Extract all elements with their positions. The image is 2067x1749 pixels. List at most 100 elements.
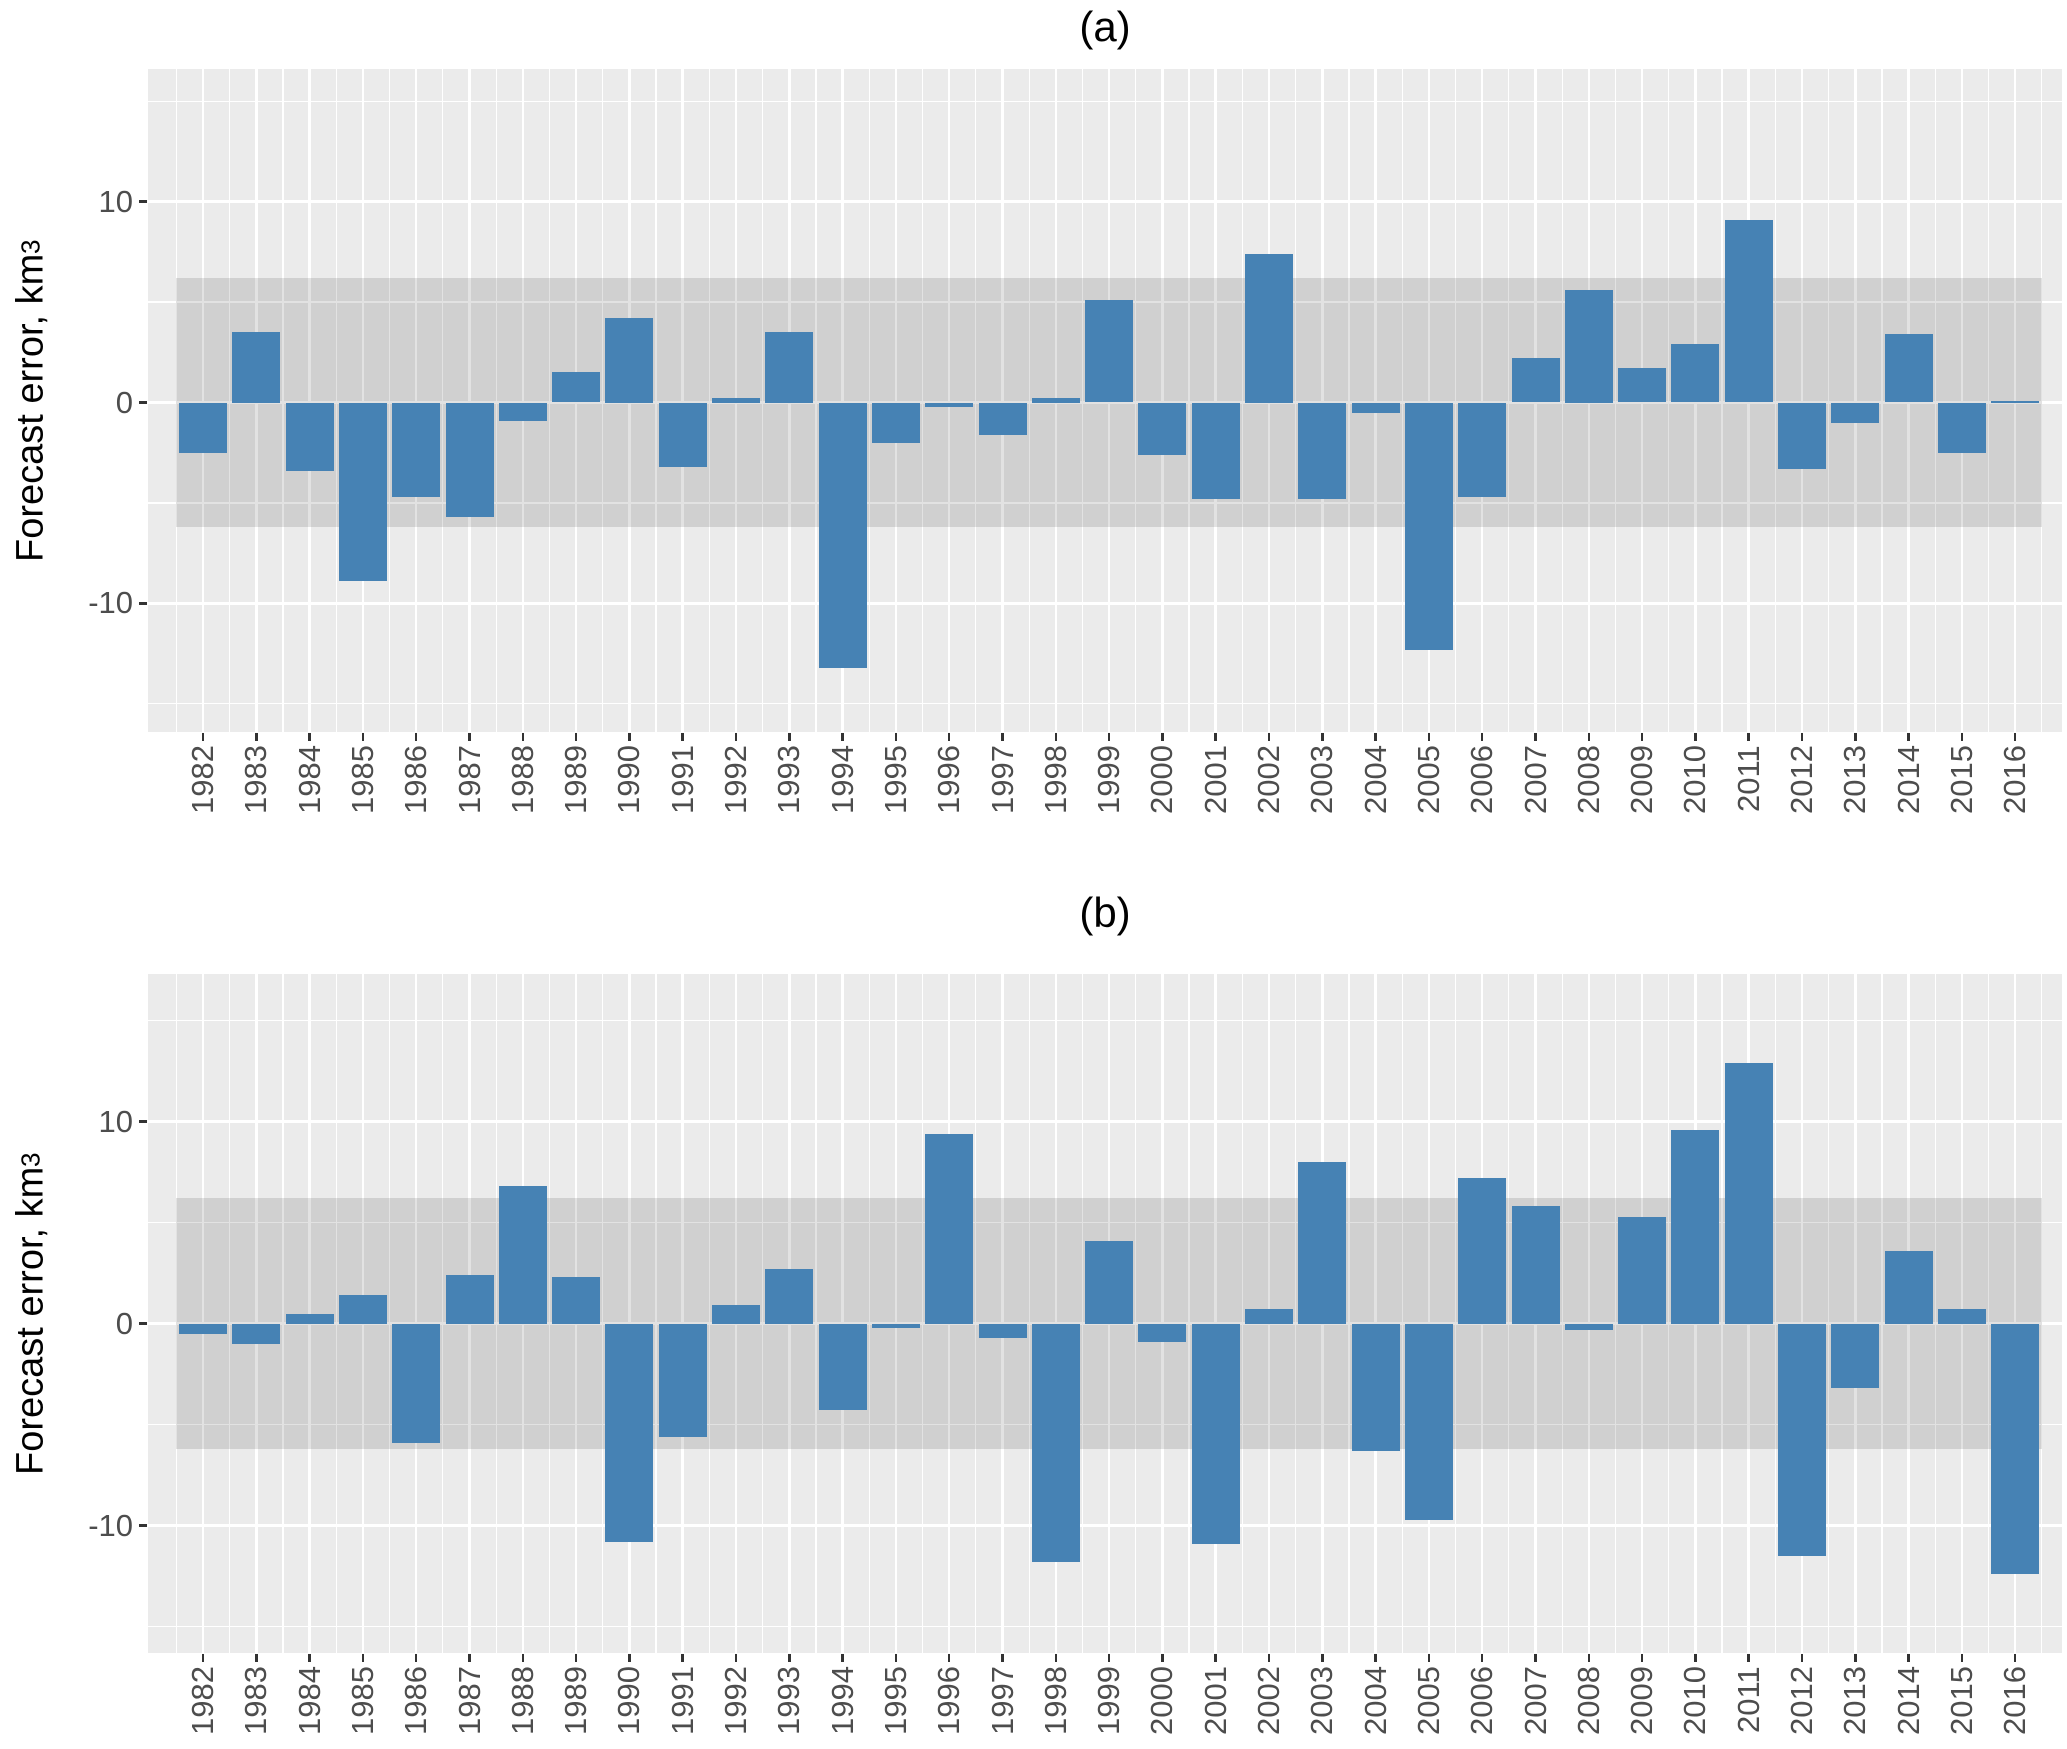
minor-v-gridline <box>388 974 391 1653</box>
bar-1987 <box>445 402 494 518</box>
minor-h-gridline <box>148 1221 2062 1224</box>
bar-1996 <box>925 1133 974 1324</box>
minor-v-gridline <box>868 69 870 732</box>
x-tick-mark <box>414 733 418 741</box>
bar-1997 <box>978 1323 1027 1338</box>
bar-1986 <box>392 402 441 497</box>
minor-v-gridline <box>1721 974 1723 1653</box>
x-tick-label: 1986 <box>398 745 434 814</box>
x-tick-mark <box>1694 1654 1697 1662</box>
x-tick-mark <box>894 1654 898 1662</box>
minor-v-gridline <box>708 974 710 1653</box>
x-tick-label: 2009 <box>1624 1666 1660 1735</box>
x-tick-label: 1983 <box>238 745 274 814</box>
bar-1993 <box>765 1269 814 1324</box>
x-tick-mark <box>308 1654 311 1662</box>
x-tick-label: 1996 <box>931 745 967 814</box>
bar-2006 <box>1458 1178 1507 1324</box>
x-tick-label: 2014 <box>1890 1666 1926 1735</box>
y-axis-title-superscript: 3 <box>15 1152 46 1167</box>
minor-v-gridline <box>282 974 284 1653</box>
major-h-gridline <box>148 1524 2062 1527</box>
minor-v-gridline <box>815 974 817 1653</box>
x-tick-mark <box>201 1654 205 1662</box>
x-tick-mark <box>1694 733 1697 741</box>
x-tick-label: 1986 <box>398 1666 434 1735</box>
major-v-gridline <box>841 974 844 1653</box>
x-tick-mark <box>1640 1654 1644 1662</box>
x-tick-label: 1999 <box>1091 1666 1127 1735</box>
minor-v-gridline <box>2041 974 2043 1653</box>
y-tick-mark <box>139 200 147 203</box>
bar-2013 <box>1831 1323 1880 1389</box>
minor-v-gridline <box>442 69 444 732</box>
bar-1998 <box>1031 398 1080 403</box>
x-tick-mark <box>1054 733 1058 741</box>
x-tick-mark <box>1587 733 1591 741</box>
bar-2004 <box>1351 402 1400 413</box>
minor-h-gridline <box>148 1019 2062 1022</box>
x-tick-label: 2002 <box>1251 745 1286 814</box>
x-tick-mark <box>1907 733 1910 741</box>
x-tick-mark <box>1374 733 1377 741</box>
x-tick-mark <box>468 1654 471 1662</box>
minor-v-gridline <box>1348 974 1350 1653</box>
minor-v-gridline <box>1614 69 1617 732</box>
y-tick-mark <box>139 602 147 605</box>
major-v-gridline <box>681 69 684 732</box>
major-v-gridline <box>1321 69 1324 732</box>
bar-2003 <box>1298 402 1347 499</box>
x-tick-label: 2009 <box>1624 745 1660 814</box>
x-tick-mark <box>1800 733 1804 741</box>
x-tick-label: 2004 <box>1357 1666 1393 1735</box>
x-tick-label: 1988 <box>504 1666 540 1735</box>
bar-1992 <box>712 1305 760 1324</box>
x-tick-label: 2006 <box>1464 1666 1500 1735</box>
x-tick-mark <box>628 1654 631 1662</box>
bar-2003 <box>1298 1161 1347 1324</box>
major-v-gridline <box>1800 69 1804 732</box>
major-h-gridline <box>148 401 2062 404</box>
y-tick-label: 0 <box>115 384 133 420</box>
major-v-gridline <box>947 69 951 732</box>
minor-v-gridline <box>175 974 177 1653</box>
minor-v-gridline <box>388 69 391 732</box>
minor-v-gridline <box>1881 69 1883 732</box>
minor-v-gridline <box>1721 69 1723 732</box>
x-tick-mark <box>1267 733 1271 741</box>
bar-2001 <box>1191 402 1240 499</box>
y-tick-mark <box>139 1524 147 1527</box>
x-tick-mark <box>1534 733 1537 741</box>
x-tick-mark <box>1267 1654 1271 1662</box>
minor-v-gridline <box>1774 69 1776 732</box>
x-tick-mark <box>894 733 898 741</box>
x-tick-mark <box>414 1654 418 1662</box>
x-tick-mark <box>1054 1654 1058 1662</box>
x-tick-label: 2000 <box>1144 745 1180 814</box>
minor-v-gridline <box>655 974 657 1653</box>
bar-2002 <box>1245 1309 1293 1324</box>
bar-2014 <box>1884 334 1933 403</box>
minor-v-gridline <box>1241 974 1243 1653</box>
minor-v-gridline <box>1508 69 1510 732</box>
major-v-gridline <box>361 69 365 732</box>
x-tick-mark <box>468 733 471 741</box>
major-v-gridline <box>201 974 205 1653</box>
major-v-gridline <box>894 974 898 1653</box>
x-tick-label: 2001 <box>1197 1666 1233 1735</box>
minor-v-gridline <box>975 69 977 732</box>
y-tick-mark <box>139 1120 147 1123</box>
major-v-gridline <box>308 69 311 732</box>
major-v-gridline <box>681 974 684 1653</box>
y-tick-label: -10 <box>88 585 133 621</box>
major-v-gridline <box>1374 69 1377 732</box>
x-tick-mark <box>201 733 205 741</box>
x-tick-label: 1998 <box>1037 1666 1073 1735</box>
x-tick-label: 2002 <box>1251 1666 1286 1735</box>
x-tick-label: 2007 <box>1517 745 1553 814</box>
major-v-gridline <box>1161 974 1164 1653</box>
minor-v-gridline <box>815 69 817 732</box>
minor-v-gridline <box>1241 69 1243 732</box>
x-tick-mark <box>2013 1654 2017 1662</box>
panel-b-plot-area <box>148 974 2062 1653</box>
